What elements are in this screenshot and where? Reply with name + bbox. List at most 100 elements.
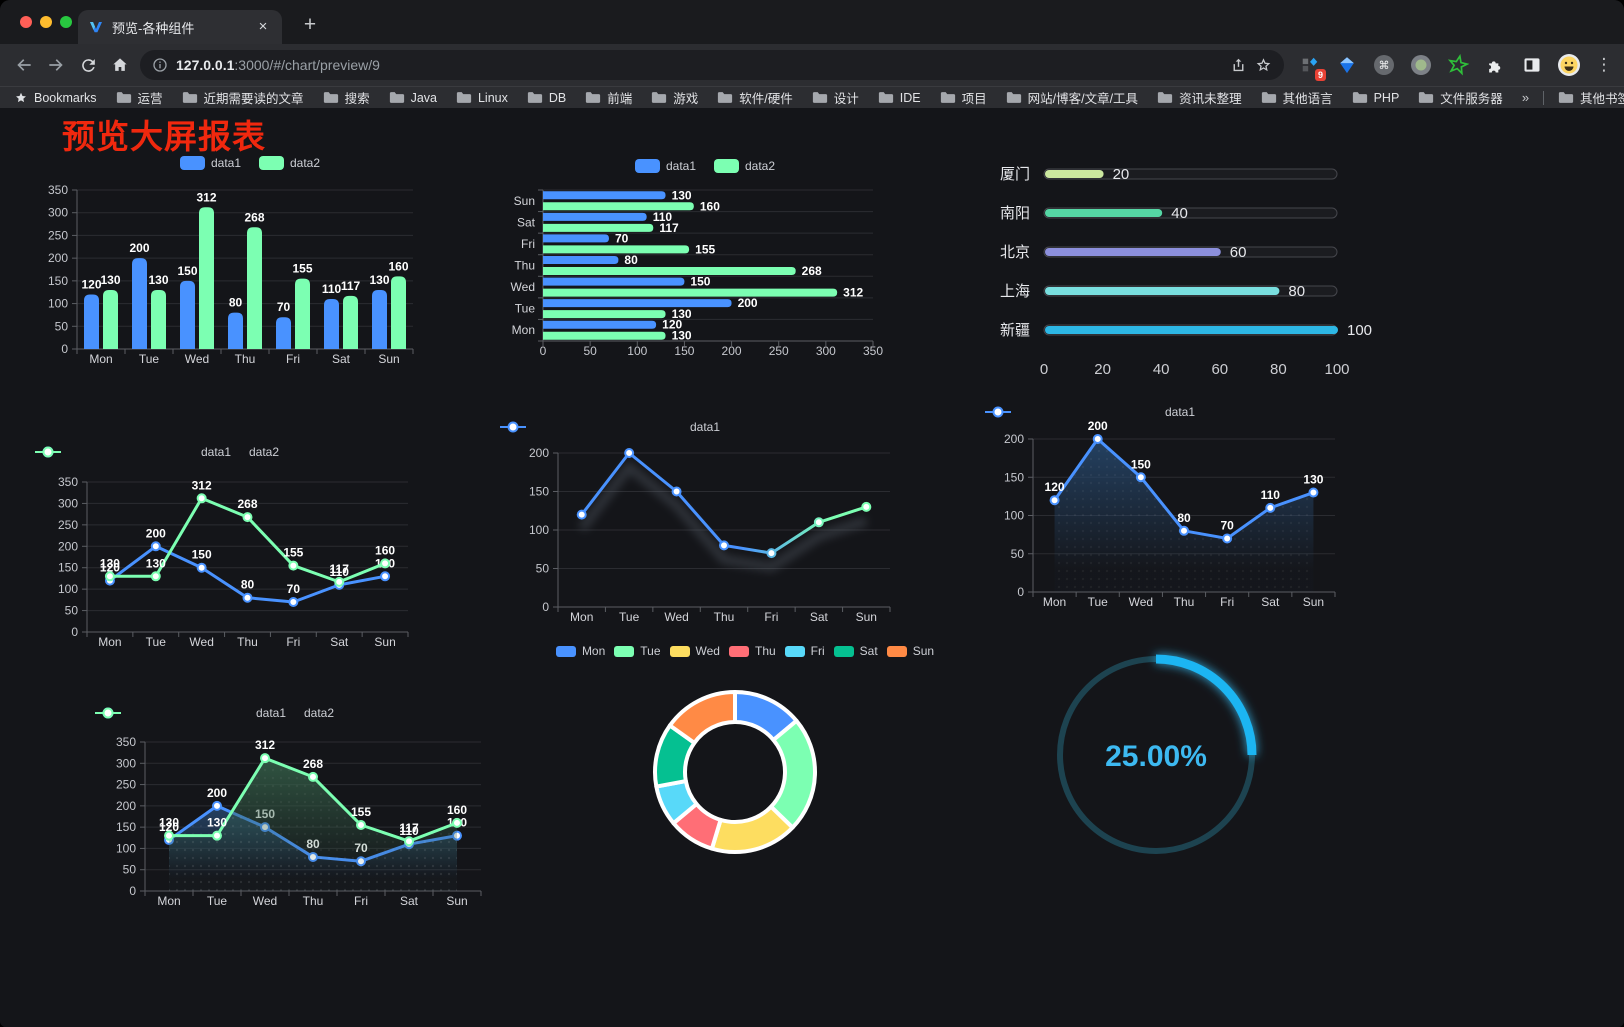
line-chart-canvas[interactable]: 0 50 100 150 200 Mon Tue Wed Thu Fri Sat Sun (500, 400, 910, 645)
gauge-canvas[interactable]: 25.00% (1040, 645, 1272, 877)
bookmark-star-icon[interactable] (1255, 57, 1272, 74)
legend-label: Fri (810, 644, 825, 658)
browser-menu-button[interactable]: ⋮ (1595, 55, 1613, 74)
bookmark-folder[interactable]: 游戏 (651, 88, 698, 107)
bookmark-folder[interactable]: 文件服务器 (1418, 88, 1503, 107)
bookmark-folder[interactable]: 近期需要读的文章 (182, 88, 304, 107)
line-chart-canvas[interactable]: 0 50 100 150 200 250 300 350 Mon Tue Wed Thu Fri Sat S… (35, 425, 445, 670)
new-tab-button[interactable]: + (303, 13, 317, 36)
window-close-button[interactable] (20, 16, 32, 28)
legend-label: Thu (754, 644, 776, 658)
bar-chart-canvas[interactable]: 0 50 100 150 200 250 300 350 Mon Tue Wed Thu Fri Sat S… (505, 150, 905, 390)
bookmark-folder[interactable]: Java (389, 91, 437, 105)
legend-label: Sun (912, 644, 935, 658)
other-bookmarks-folder[interactable]: 其他书签 (1558, 88, 1624, 107)
legend-item[interactable]: data1 (985, 405, 1195, 419)
extension-green-star-icon[interactable] (1444, 51, 1472, 79)
svg-text:厦门: 厦门 (1000, 166, 1030, 183)
svg-text:268: 268 (303, 757, 323, 771)
folder-icon (182, 92, 197, 103)
bookmark-folder[interactable]: IDE (878, 91, 921, 105)
legend-item[interactable]: Fri (784, 644, 825, 658)
folder-icon (718, 92, 733, 103)
legend-item[interactable]: Wed (669, 644, 720, 658)
legend-item[interactable]: data1 (95, 706, 286, 720)
address-bar[interactable]: 127.0.0.1:3000/#/chart/preview/9 (140, 50, 1284, 80)
bookmark-folder[interactable]: 设计 (812, 88, 859, 107)
bookmark-folder[interactable]: 项目 (940, 88, 987, 107)
svg-text:新疆: 新疆 (1000, 322, 1030, 339)
home-button[interactable] (104, 49, 136, 81)
svg-text:Fri: Fri (521, 237, 535, 251)
legend-item[interactable]: Sun (886, 644, 935, 658)
svg-text:Sat: Sat (332, 352, 351, 366)
line-chart-canvas[interactable]: 0 50 100 150 200 Mon Tue Wed Thu Fri Sat Sun 120 200 1… (985, 385, 1375, 630)
svg-text:150: 150 (48, 274, 68, 288)
svg-text:312: 312 (196, 190, 216, 204)
legend-item[interactable]: data1 (35, 445, 231, 459)
bookmark-folder[interactable]: 其他语言 (1261, 88, 1333, 107)
bookmark-label: IDE (899, 90, 921, 105)
share-icon[interactable] (1230, 57, 1247, 74)
svg-text:150: 150 (529, 485, 549, 499)
legend-item[interactable]: Sat (833, 644, 878, 658)
svg-text:130: 130 (1303, 473, 1323, 487)
svg-text:Fri: Fri (354, 894, 368, 908)
dashboard-page: 预览大屏报表 data1 data2 0 50 100 150 200 250 300 350 Mo… (0, 108, 1624, 1027)
pie-chart-canvas[interactable] (555, 640, 935, 890)
star-icon (16, 92, 26, 102)
bookmarks-manager[interactable]: Bookmarks (14, 91, 97, 105)
legend-label: Sat (859, 644, 878, 658)
legend-item[interactable]: Thu (728, 644, 776, 658)
line-chart-canvas[interactable]: 0 50 100 150 200 250 300 350 Mon Tue Wed Thu Fri Sat S… (95, 680, 495, 930)
bookmark-folder[interactable]: 搜索 (323, 88, 370, 107)
bookmark-folder[interactable]: PHP (1352, 91, 1399, 105)
bookmark-folder[interactable]: 运营 (116, 88, 163, 107)
legend-item[interactable]: data2 (259, 156, 320, 170)
svg-text:Sat: Sat (330, 635, 349, 649)
bookmark-folder[interactable]: 软件/硬件 (717, 88, 793, 107)
bookmark-folder[interactable]: 网站/博客/文章/工具 (1006, 88, 1138, 107)
legend-swatch (179, 156, 205, 170)
progress-bars-canvas[interactable]: 厦门 20 南阳 40 北京 60 上海 80 新疆 100 0 20 40 60 80 100 (985, 160, 1385, 400)
extension-gem-icon[interactable] (1333, 51, 1361, 79)
window-minimize-button[interactable] (40, 16, 52, 28)
bookmark-folder[interactable]: 前端 (585, 88, 632, 107)
site-info-icon[interactable] (152, 57, 168, 73)
legend-item[interactable]: Tue (614, 644, 661, 658)
tab-close-button[interactable]: × (258, 18, 268, 35)
extension-apps-icon[interactable]: 9 (1296, 51, 1326, 81)
bookmarks-overflow-chevron[interactable]: » (1521, 90, 1530, 105)
window-zoom-button[interactable] (60, 16, 72, 28)
browser-tab[interactable]: 预览-各种组件 × (78, 10, 282, 44)
extension-sidebar-icon[interactable] (1518, 51, 1546, 79)
bookmark-label: 设计 (833, 92, 859, 106)
bookmark-folder[interactable]: Linux (456, 91, 508, 105)
legend-label: data1 (210, 156, 241, 170)
legend-item[interactable]: data2 (35, 445, 279, 459)
extension-recorder-icon[interactable] (1407, 51, 1435, 79)
svg-text:Mon: Mon (570, 610, 593, 624)
svg-text:130: 130 (369, 273, 389, 287)
profile-emoji-icon[interactable] (1555, 51, 1583, 79)
svg-text:Thu: Thu (1174, 595, 1195, 609)
reload-button[interactable] (72, 49, 104, 81)
svg-text:200: 200 (129, 241, 149, 255)
svg-text:0: 0 (61, 342, 68, 356)
legend-item[interactable]: data2 (95, 706, 334, 720)
legend-item[interactable]: data1 (179, 156, 241, 170)
url-text[interactable]: 127.0.0.1:3000/#/chart/preview/9 (176, 57, 1222, 73)
legend-label: data1 (200, 445, 231, 459)
svg-text:130: 130 (100, 273, 120, 287)
forward-button[interactable] (40, 49, 72, 81)
extension-command-icon[interactable]: ⌘ (1370, 51, 1398, 79)
legend-item[interactable]: data1 (500, 420, 720, 434)
legend-item[interactable]: data1 (634, 159, 696, 173)
extension-puzzle-icon[interactable] (1481, 51, 1509, 79)
legend-item[interactable]: Mon (555, 644, 605, 658)
bookmark-folder[interactable]: 资讯未整理 (1157, 88, 1242, 107)
bar-chart-canvas[interactable]: 0 50 100 150 200 250 300 350 Mon Tue Wed Thu Fri Sat S… (40, 150, 460, 390)
legend-item[interactable]: data2 (714, 159, 775, 173)
back-button[interactable] (8, 49, 40, 81)
bookmark-folder[interactable]: DB (527, 91, 566, 105)
